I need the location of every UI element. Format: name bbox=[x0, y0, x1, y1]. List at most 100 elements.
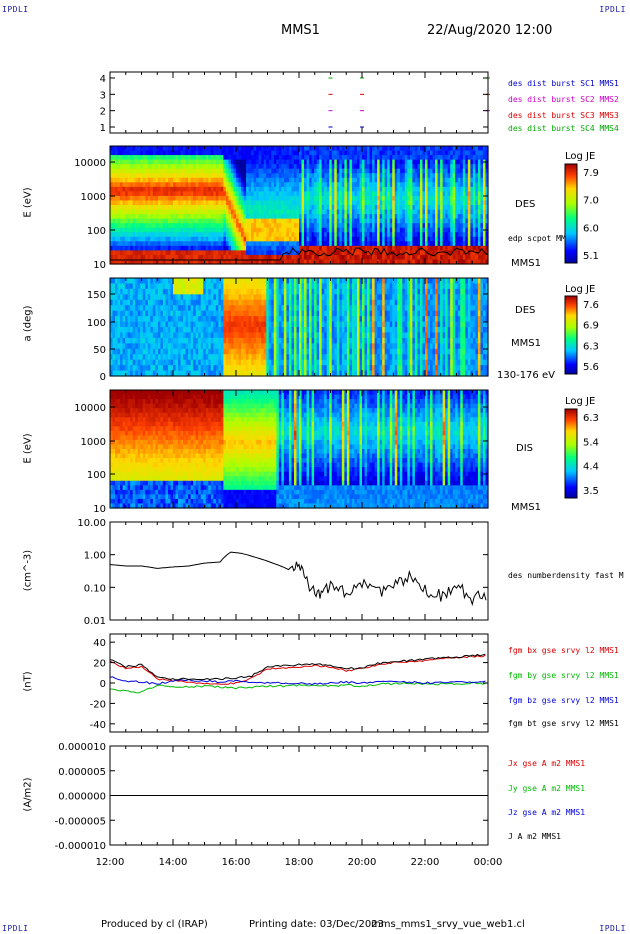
des-spectrogram-cell bbox=[236, 227, 240, 233]
des-spectrogram-cell bbox=[296, 209, 300, 215]
des-spectrogram-cell bbox=[150, 209, 154, 215]
des-spectrogram-cell bbox=[167, 195, 172, 202]
des-spectrogram-cell bbox=[200, 177, 204, 183]
des-spectrogram-cell bbox=[213, 146, 217, 152]
des-spectrogram-cell bbox=[150, 223, 154, 229]
des-spectrogram-cell bbox=[175, 159, 179, 165]
des-spectrogram-cell bbox=[299, 173, 303, 179]
des-spectrogram-cell bbox=[263, 168, 267, 174]
des-spectrogram-cell bbox=[288, 159, 293, 165]
des-spectrogram-cell bbox=[296, 232, 300, 238]
des-spectrogram-cell bbox=[195, 214, 199, 220]
des-spectrogram-cell bbox=[314, 164, 318, 170]
des-spectrogram-cell bbox=[165, 164, 169, 170]
des-spectrogram-cell bbox=[251, 245, 255, 251]
des-spectrogram-cell bbox=[120, 218, 124, 224]
des-spectrogram-cell bbox=[314, 205, 318, 211]
des-spectrogram-cell bbox=[195, 223, 199, 229]
des-spectrogram-cell bbox=[190, 173, 194, 179]
des-spectrogram-cell bbox=[122, 209, 126, 215]
des-spectrogram-cell bbox=[125, 209, 129, 215]
des-spectrogram-cell bbox=[203, 150, 207, 156]
des-spectrogram-cell bbox=[283, 146, 287, 152]
des-spectrogram-cell bbox=[278, 177, 282, 183]
des-spectrogram-cell bbox=[195, 195, 199, 202]
des-spectrogram-cell bbox=[180, 259, 184, 265]
des-spectrogram-cell bbox=[296, 259, 300, 265]
des-spectrogram-cell bbox=[120, 214, 124, 220]
des-spectrogram-cell bbox=[314, 259, 318, 265]
des-spectrogram-cell bbox=[157, 218, 161, 224]
des-spectrogram-cell bbox=[178, 241, 182, 247]
des-spectrogram-cell bbox=[122, 168, 126, 174]
des-spectrogram-cell bbox=[314, 254, 318, 261]
des-spectrogram-cell bbox=[193, 186, 197, 192]
des-spectrogram-cell bbox=[261, 159, 265, 165]
des-spectrogram-cell bbox=[208, 173, 212, 179]
des-spectrogram-cell bbox=[230, 186, 235, 192]
des-spectrogram-cell bbox=[291, 186, 295, 192]
des-spectrogram-cell bbox=[241, 186, 245, 192]
des-spectrogram-cell bbox=[283, 259, 287, 265]
des-spectrogram-cell bbox=[130, 200, 134, 206]
des-spectrogram-cell bbox=[220, 232, 224, 238]
des-spectrogram-cell bbox=[190, 259, 194, 265]
des-spectrogram-cell bbox=[225, 245, 230, 251]
des-spectrogram-cell bbox=[193, 205, 197, 211]
des-spectrogram-cell bbox=[117, 173, 121, 179]
des-spectrogram-cell bbox=[210, 155, 214, 161]
des-spectrogram-cell bbox=[193, 168, 197, 174]
des-spectrogram-cell bbox=[127, 214, 131, 220]
des-spectrogram-cell bbox=[299, 245, 303, 251]
des-spectrogram-cell bbox=[314, 186, 318, 192]
des-spectrogram-cell bbox=[162, 259, 167, 265]
des-spectrogram-cell bbox=[117, 177, 121, 183]
des-spectrogram-cell bbox=[263, 182, 267, 188]
des-spectrogram-cell bbox=[276, 245, 280, 251]
des-spectrogram-cell bbox=[258, 214, 262, 220]
des-spectrogram-cell bbox=[258, 254, 262, 261]
des-spectrogram-cell bbox=[193, 236, 197, 242]
des-spectrogram-cell bbox=[311, 177, 315, 183]
des-spectrogram-cell bbox=[142, 205, 146, 211]
des-spectrogram-cell bbox=[218, 254, 222, 261]
des-spectrogram-cell bbox=[266, 182, 270, 188]
des-spectrogram-cell bbox=[150, 155, 154, 161]
des-spectrogram-cell bbox=[304, 155, 308, 161]
des-spectrogram-cell bbox=[218, 227, 222, 233]
des-spectrogram-cell bbox=[115, 155, 119, 161]
des-spectrogram-cell bbox=[228, 205, 232, 211]
des-spectrogram-cell bbox=[137, 155, 141, 161]
des-spectrogram-cell bbox=[167, 214, 172, 220]
des-spectrogram-cell bbox=[208, 150, 212, 156]
des-spectrogram-cell bbox=[175, 250, 179, 256]
des-spectrogram-cell bbox=[180, 245, 184, 251]
des-spectrogram-cell bbox=[142, 223, 146, 229]
des-spectrogram-cell bbox=[188, 241, 192, 247]
des-spectrogram-cell bbox=[238, 168, 242, 174]
des-spectrogram-cell bbox=[268, 223, 272, 229]
des-label: DES bbox=[515, 199, 536, 210]
des-spectrogram-cell bbox=[137, 146, 141, 152]
des-spectrogram-cell bbox=[130, 186, 134, 192]
des-spectrogram-cell bbox=[301, 182, 305, 188]
des-spectrogram-cell bbox=[243, 250, 247, 256]
des-spectrogram-cell bbox=[306, 164, 310, 170]
des-spectrogram-cell bbox=[213, 259, 217, 265]
des-spectrogram-cell bbox=[288, 146, 293, 152]
des-spectrogram-cell bbox=[261, 168, 265, 174]
des-spectrogram-cell bbox=[135, 236, 139, 242]
des-spectrogram-cell bbox=[220, 155, 224, 161]
des-spectrogram-cell bbox=[145, 205, 149, 211]
des-spectrogram-cell bbox=[228, 223, 232, 229]
des-spectrogram-cell bbox=[304, 218, 308, 224]
des-spectrogram-cell bbox=[299, 227, 303, 233]
des-spectrogram-cell bbox=[183, 182, 187, 188]
des-spectrogram-cell bbox=[200, 214, 204, 220]
des-spectrogram-cell bbox=[314, 191, 318, 197]
des-spectrogram-cell bbox=[304, 236, 308, 242]
des-spectrogram-cell bbox=[115, 232, 119, 238]
des-spectrogram-cell bbox=[122, 159, 126, 165]
des-spectrogram-cell bbox=[210, 168, 214, 174]
des-spectrogram-cell bbox=[127, 227, 131, 233]
